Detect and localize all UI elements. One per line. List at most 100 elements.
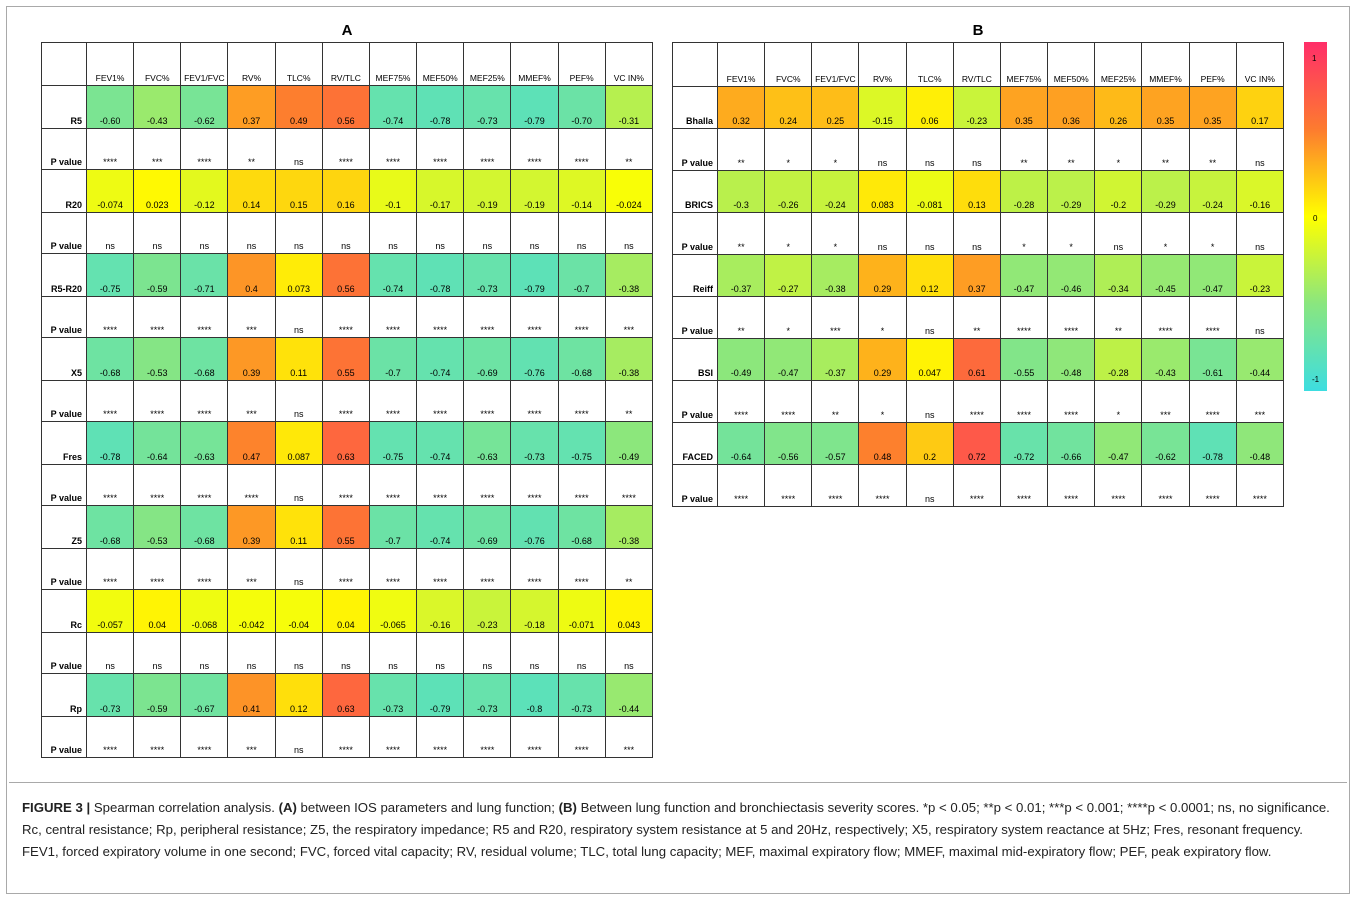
p-value-cell: **** (952, 464, 1001, 507)
caption-b-label: (B) (558, 800, 577, 815)
heatmap-cell: 0.043 (604, 589, 654, 633)
p-value-cell: **** (716, 464, 766, 507)
row-label: R5 (41, 85, 87, 129)
p-value-cell: * (764, 212, 813, 255)
heatmap-cell: 0.16 (321, 169, 370, 213)
heatmap-row: R5-R20 -0.75 -0.59 -0.71 0.4 0.073 0.56 -0.74 -0… (41, 253, 654, 297)
heatmap-cell: -0.68 (557, 505, 606, 549)
column-header: VC IN% (604, 42, 654, 86)
heatmap-cell: -0.68 (85, 337, 135, 381)
heatmap-cell: 0.56 (321, 85, 370, 129)
heatmap-cell: -0.38 (604, 505, 654, 549)
column-header: VC IN% (1235, 42, 1285, 87)
column-header: MMEF% (510, 42, 559, 86)
p-value-cell: * (1141, 212, 1190, 255)
p-value-cell: ns (416, 212, 465, 254)
heatmap-cell: -0.46 (1047, 254, 1096, 297)
panel-b-title: B (972, 22, 984, 39)
heatmap-cell: -0.79 (510, 85, 559, 129)
p-value-cell: **** (1047, 296, 1096, 339)
p-value-cell: **** (416, 548, 465, 590)
heatmap-cell: 0.41 (227, 673, 276, 717)
column-header: RV% (858, 42, 907, 87)
heatmap-cell: 0.2 (905, 422, 954, 465)
heatmap-cell: -0.7 (557, 253, 606, 297)
p-value-cell: *** (604, 296, 654, 338)
panel_b-corner (672, 42, 718, 87)
heatmap-cell: -0.12 (180, 169, 229, 213)
p-value-cell: ns (416, 632, 465, 674)
caption-text: FIGURE 3 | Spearman correlation analysis… (22, 797, 1342, 863)
heatmap-cell: -0.7 (368, 337, 418, 381)
heatmap-cell: 0.073 (274, 253, 323, 297)
row-label: Fres (41, 421, 87, 465)
heatmap-cell: -0.66 (1047, 422, 1096, 465)
row-label: R20 (41, 169, 87, 213)
heatmap-cell: 0.15 (274, 169, 323, 213)
column-header: MEF75% (999, 42, 1049, 87)
p-value-row: P value **** *** **** ** ns **** **** **** **** **… (41, 128, 654, 170)
figure-caption: FIGURE 3 | Spearman correlation analysis… (9, 782, 1347, 891)
heatmap-cell: 0.17 (1235, 86, 1285, 129)
p-value-cell: ns (368, 632, 418, 674)
heatmap-cell: 0.48 (858, 422, 907, 465)
p-value-row: P value ** * * ns ns ns * * ns * * ns (672, 212, 1285, 255)
p-value-cell: **** (180, 296, 229, 338)
heatmap-cell: -0.73 (463, 85, 512, 129)
p-value-cell: **** (1047, 380, 1096, 423)
heatmap-cell: 0.04 (321, 589, 370, 633)
p-value-cell: ** (1094, 296, 1143, 339)
p-value-cell: **** (85, 716, 135, 758)
heatmap-cell: -0.16 (1235, 170, 1285, 213)
p-value-cell: **** (1235, 464, 1285, 507)
heatmap-cell: -0.04 (274, 589, 323, 633)
heatmap-row: BRICS -0.3 -0.26 -0.24 0.083 -0.081 0.13 -0.28-… (672, 170, 1285, 213)
column-header: PEF% (557, 42, 606, 86)
p-value-cell: ** (1188, 128, 1237, 171)
p-value-cell: **** (227, 464, 276, 506)
p-value-cell: ns (180, 212, 229, 254)
p-value-cell: **** (1188, 464, 1237, 507)
row-label: Bhalla (672, 86, 718, 129)
heatmap-cell: -0.19 (463, 169, 512, 213)
p-value-cell: * (811, 212, 860, 255)
heatmap-cell: -0.70 (557, 85, 606, 129)
column-header: FEV1/FVC (811, 42, 860, 87)
heatmap-cell: -0.75 (85, 253, 135, 297)
p-value-label: P value (41, 632, 87, 674)
heatmap-cell: -0.29 (1047, 170, 1096, 213)
heatmap-cell: -0.27 (764, 254, 813, 297)
heatmap-cell: -0.26 (764, 170, 813, 213)
p-value-cell: * (764, 296, 813, 339)
p-value-cell: **** (85, 380, 135, 422)
heatmap-cell: -0.79 (510, 253, 559, 297)
p-value-cell: ns (905, 296, 954, 339)
heatmap-cell: -0.38 (604, 253, 654, 297)
p-value-cell: ns (368, 212, 418, 254)
heatmap-cell: -0.75 (368, 421, 418, 465)
heatmap-cell: -0.74 (416, 421, 465, 465)
row-label: BRICS (672, 170, 718, 213)
heatmap-cell: 0.49 (274, 85, 323, 129)
p-value-cell: *** (227, 716, 276, 758)
p-value-cell: **** (368, 464, 418, 506)
heatmap-row: FACED -0.64 -0.56 -0.57 0.48 0.2 0.72 -0.72 -0.6… (672, 422, 1285, 465)
heatmap-cell: -0.34 (1094, 254, 1143, 297)
p-value-cell: * (1094, 380, 1143, 423)
p-value-cell: ns (463, 632, 512, 674)
p-value-cell: **** (133, 464, 182, 506)
p-value-cell: **** (416, 296, 465, 338)
p-value-cell: *** (227, 296, 276, 338)
p-value-cell: **** (999, 296, 1049, 339)
p-value-cell: *** (133, 128, 182, 170)
heatmap-cell: -0.73 (368, 673, 418, 717)
heatmap-cell: -0.23 (952, 86, 1001, 129)
column-header: MEF25% (1094, 42, 1143, 87)
p-value-cell: **** (858, 464, 907, 507)
panel_a-corner (41, 42, 87, 86)
p-value-cell: ns (180, 632, 229, 674)
p-value-cell: * (1094, 128, 1143, 171)
p-value-cell: **** (368, 716, 418, 758)
p-value-cell: **** (463, 380, 512, 422)
p-value-cell: ns (274, 548, 323, 590)
